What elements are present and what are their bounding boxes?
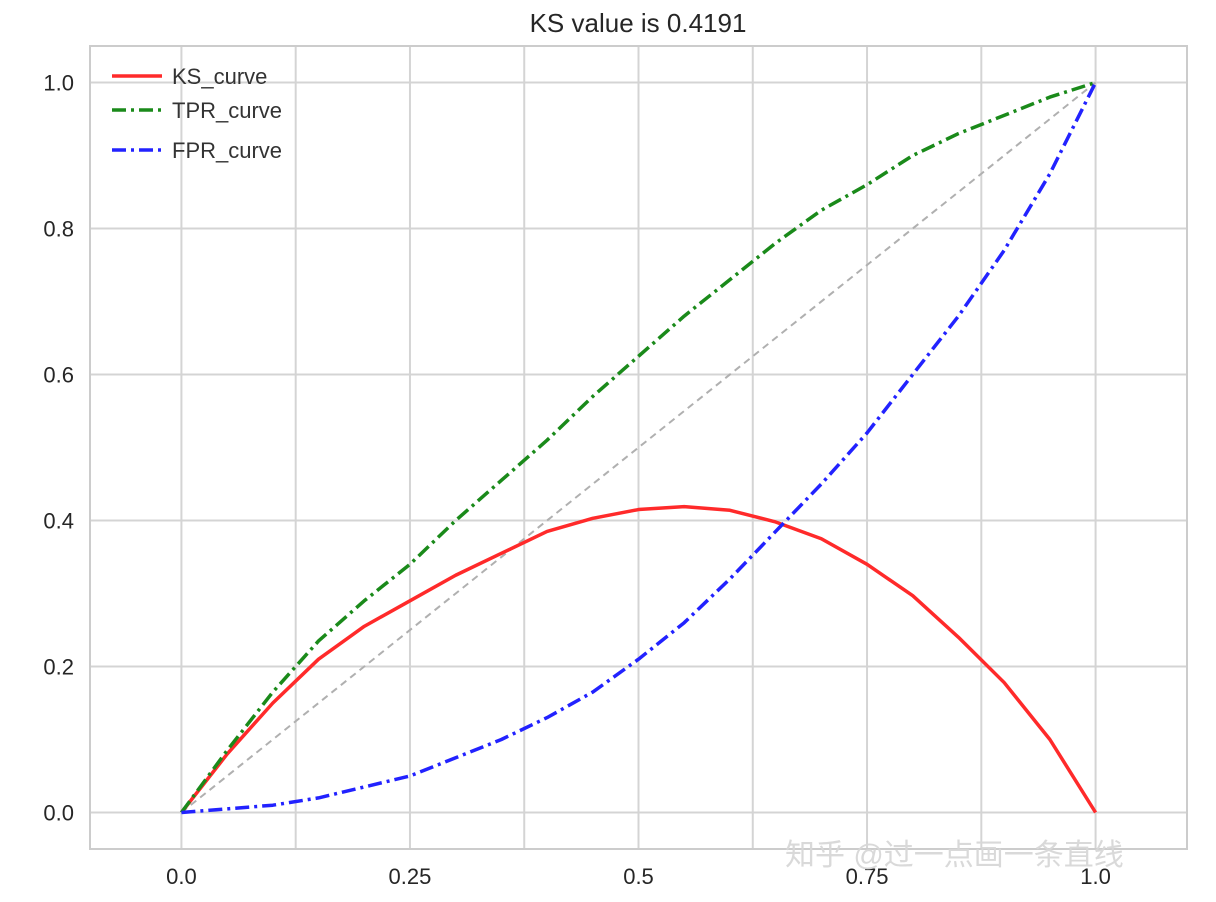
y-tick-label-5: 1.0 [43, 71, 74, 96]
legend: KS_curve TPR_curve FPR_curve [112, 64, 282, 163]
y-tick-label-3: 0.6 [43, 363, 74, 388]
x-tick-label-0: 0.0 [166, 864, 197, 889]
watermark: 知乎 @过一点画一条直线 [785, 839, 1124, 872]
x-tick-label-1: 0.25 [389, 864, 432, 889]
reference-diagonal-line [180, 81, 1097, 814]
x-tick-label-3: 0.75 [846, 864, 889, 889]
plot-frame [89, 45, 1188, 850]
grid [90, 46, 1187, 849]
y-tick-label-0: 0.0 [43, 801, 74, 826]
x-tick-labels: 0.0 0.25 0.5 0.75 1.0 [166, 864, 1111, 889]
y-tick-label-1: 0.2 [43, 655, 74, 680]
series-lines [180, 80, 1098, 815]
series-line-TPR_curve [180, 80, 1097, 814]
legend-label-FPR_curve: FPR_curve [172, 138, 282, 163]
series-line-KS_curve [180, 504, 1098, 814]
legend-label-KS_curve: KS_curve [172, 64, 267, 89]
x-tick-label-2: 0.5 [623, 864, 654, 889]
y-tick-label-2: 0.4 [43, 509, 74, 534]
y-tick-label-4: 0.8 [43, 217, 74, 242]
series-line-FPR_curve [181, 81, 1098, 815]
x-tick-label-4: 1.0 [1080, 864, 1111, 889]
legend-label-TPR_curve: TPR_curve [172, 98, 282, 123]
y-tick-labels: 0.0 0.2 0.4 0.6 0.8 1.0 [43, 71, 74, 826]
chart-title: KS value is 0.4191 [530, 8, 747, 38]
